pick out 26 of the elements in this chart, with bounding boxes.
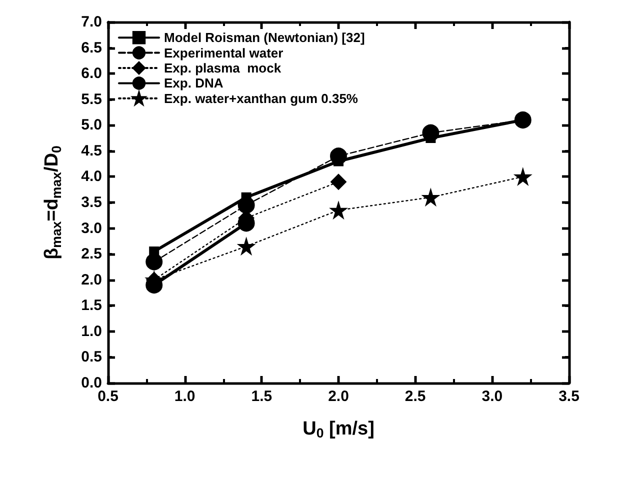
x-tick-label: 3.0 [482, 388, 503, 405]
y-tick-label: 2.5 [81, 246, 102, 263]
y-tick-label: 3.5 [81, 194, 102, 211]
y-tick-label: 0.5 [81, 348, 102, 366]
x-tick-label: 2.0 [328, 388, 349, 405]
x-tick-label: 2.5 [404, 388, 426, 405]
y-tick-label: 4.0 [81, 168, 102, 186]
y-tick-label: 1.0 [81, 322, 102, 340]
y-tick-label: 5.0 [81, 116, 102, 134]
legend-label: Exp. water+xanthan gum 0.35% [164, 90, 358, 106]
legend-label: Exp. DNA [164, 76, 224, 91]
y-axis-title: βmax=dmax/D0 [42, 146, 64, 260]
x-tick-label: 1.5 [251, 388, 272, 405]
y-tick-label: 6.5 [81, 39, 102, 56]
y-tick-label: 6.0 [81, 65, 102, 82]
x-tick-label: 1.0 [174, 388, 196, 405]
y-tick-label: 2.0 [81, 271, 102, 288]
legend-label: Model Roisman (Newtonian) [32] [164, 30, 365, 46]
y-tick-label: 4.5 [81, 142, 102, 160]
legend-label: Exp. plasma mock [164, 60, 282, 76]
y-tick-label: 1.5 [81, 297, 102, 314]
y-tick-label: 5.5 [81, 90, 102, 108]
x-tick-label: 3.5 [558, 388, 580, 405]
y-tick-label: 3.0 [81, 220, 102, 237]
y-tick-label: 7.0 [81, 14, 102, 30]
legend-label: Experimental water [164, 45, 284, 60]
